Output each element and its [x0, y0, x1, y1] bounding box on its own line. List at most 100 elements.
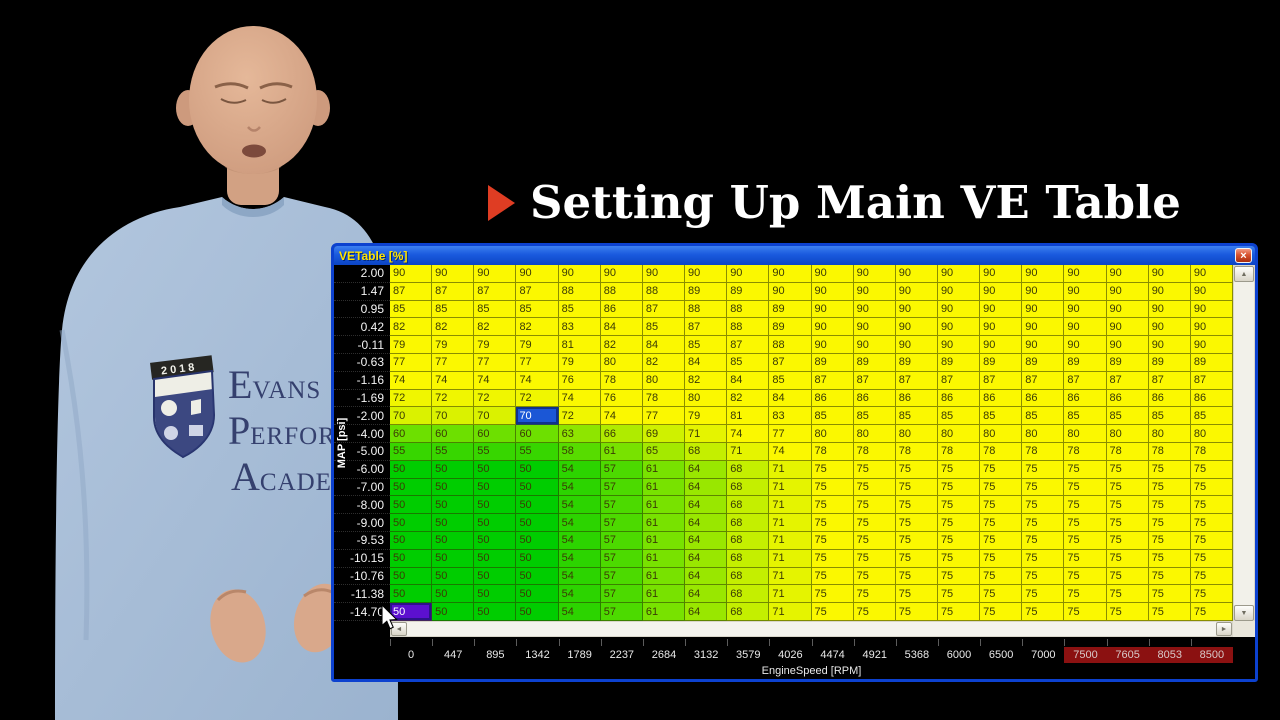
ve-cell[interactable]: 68 [727, 531, 770, 550]
ve-cell[interactable]: 70 [390, 407, 433, 426]
ve-cell[interactable]: 90 [980, 336, 1023, 354]
ve-cell[interactable]: 82 [727, 389, 770, 408]
ve-cell[interactable]: 90 [685, 265, 728, 283]
ve-cell[interactable]: 54 [558, 460, 601, 479]
ve-cell[interactable]: 85 [727, 353, 770, 372]
ve-cell[interactable]: 60 [390, 425, 433, 443]
ve-cell[interactable]: 86 [1106, 389, 1149, 408]
ve-cell[interactable]: 90 [769, 265, 812, 283]
ve-cell[interactable]: 77 [390, 353, 433, 372]
ve-cell[interactable]: 54 [558, 603, 601, 621]
ve-cell[interactable]: 50 [432, 514, 475, 532]
ve-cell[interactable]: 75 [895, 585, 938, 604]
ve-cell[interactable]: 54 [558, 585, 601, 604]
ve-cell[interactable]: 86 [853, 389, 896, 408]
ve-cell[interactable]: 89 [1064, 353, 1107, 372]
ve-cell[interactable]: 90 [390, 265, 433, 283]
ve-cell[interactable]: 80 [1064, 425, 1107, 443]
ve-cell[interactable]: 90 [1106, 300, 1149, 319]
ve-cell[interactable]: 66 [600, 425, 643, 443]
ve-cell[interactable]: 75 [853, 531, 896, 550]
ve-cell[interactable]: 57 [600, 478, 643, 497]
ve-cell[interactable]: 90 [937, 336, 981, 354]
ve-cell[interactable]: 84 [642, 336, 686, 354]
ve-cell[interactable]: 85 [1022, 407, 1065, 426]
ve-cell[interactable]: 85 [769, 371, 812, 390]
ve-cell[interactable]: 61 [642, 549, 686, 568]
ve-cell[interactable]: 50 [474, 549, 517, 568]
ve-cell[interactable]: 90 [811, 265, 854, 283]
ve-cell[interactable]: 75 [1064, 478, 1107, 497]
ve-cell[interactable]: 82 [390, 318, 433, 337]
ve-cell[interactable]: 75 [811, 460, 854, 479]
ve-cell[interactable]: 68 [727, 603, 770, 621]
ve-cell[interactable]: 89 [685, 282, 728, 301]
ve-cell[interactable]: 75 [895, 549, 938, 568]
ve-cell[interactable]: 75 [853, 567, 896, 586]
ve-cell[interactable]: 90 [853, 336, 896, 354]
ve-cell[interactable]: 54 [558, 567, 601, 586]
ve-cell[interactable]: 75 [1022, 531, 1065, 550]
ve-cell[interactable]: 75 [937, 603, 981, 621]
ve-cell[interactable]: 85 [474, 300, 517, 319]
ve-cell[interactable]: 90 [811, 300, 854, 319]
ve-cell[interactable]: 75 [1106, 514, 1149, 532]
ve-cell[interactable]: 90 [1148, 318, 1191, 337]
ve-cell[interactable]: 54 [558, 514, 601, 532]
ve-cell[interactable]: 79 [432, 336, 475, 354]
ve-cell[interactable]: 75 [1064, 496, 1107, 515]
ve-cell[interactable]: 70 [474, 407, 517, 426]
ve-cell[interactable]: 75 [895, 531, 938, 550]
ve-cell[interactable]: 87 [727, 336, 770, 354]
ve-cell[interactable]: 87 [895, 371, 938, 390]
ve-cell[interactable]: 75 [980, 514, 1023, 532]
ve-cell[interactable]: 61 [642, 603, 686, 621]
ve-cell[interactable]: 75 [853, 496, 896, 515]
ve-cell[interactable]: 77 [474, 353, 517, 372]
ve-cell[interactable]: 71 [769, 567, 812, 586]
ve-cell[interactable]: 68 [727, 478, 770, 497]
ve-cell[interactable]: 75 [853, 549, 896, 568]
ve-cell[interactable]: 90 [474, 265, 517, 283]
ve-cell[interactable]: 71 [685, 425, 728, 443]
ve-cell[interactable]: 80 [895, 425, 938, 443]
ve-cell[interactable]: 75 [811, 567, 854, 586]
ve-cell[interactable]: 78 [980, 442, 1023, 461]
ve-cell[interactable]: 75 [1190, 603, 1233, 621]
ve-cell[interactable]: 85 [516, 300, 559, 319]
ve-cell[interactable]: 85 [558, 300, 601, 319]
ve-cell[interactable]: 71 [769, 514, 812, 532]
ve-cell[interactable]: 79 [558, 353, 601, 372]
ve-cell[interactable]: 90 [980, 265, 1023, 283]
ve-cell[interactable]: 75 [1106, 531, 1149, 550]
ve-cell[interactable]: 87 [390, 282, 433, 301]
ve-cell[interactable]: 54 [558, 531, 601, 550]
ve-cell[interactable]: 71 [769, 531, 812, 550]
ve-cell[interactable]: 75 [1106, 603, 1149, 621]
ve-cell[interactable]: 68 [727, 496, 770, 515]
ve-cell[interactable]: 75 [1022, 585, 1065, 604]
ve-cell[interactable]: 72 [390, 389, 433, 408]
ve-cell[interactable]: 77 [642, 407, 686, 426]
ve-cell[interactable]: 85 [895, 407, 938, 426]
ve-cell[interactable]: 83 [558, 318, 601, 337]
ve-cell[interactable]: 85 [811, 407, 854, 426]
ve-cell[interactable]: 50 [432, 531, 475, 550]
ve-cell[interactable]: 75 [980, 460, 1023, 479]
ve-cell[interactable]: 64 [685, 496, 728, 515]
ve-cell[interactable]: 72 [432, 389, 475, 408]
ve-cell[interactable]: 75 [1148, 514, 1191, 532]
ve-cell[interactable]: 90 [811, 336, 854, 354]
ve-cell[interactable]: 78 [1148, 442, 1191, 461]
ve-cell[interactable]: 90 [1106, 318, 1149, 337]
ve-cell[interactable]: 85 [432, 300, 475, 319]
ve-cell[interactable]: 90 [1106, 282, 1149, 301]
ve-cell[interactable]: 89 [980, 353, 1023, 372]
ve-cell[interactable]: 74 [727, 425, 770, 443]
ve-cell[interactable]: 88 [727, 318, 770, 337]
ve-cell[interactable]: 89 [769, 300, 812, 319]
ve-cell[interactable]: 60 [432, 425, 475, 443]
ve-cell[interactable]: 75 [895, 603, 938, 621]
ve-cell[interactable]: 57 [600, 531, 643, 550]
ve-cell[interactable]: 79 [685, 407, 728, 426]
